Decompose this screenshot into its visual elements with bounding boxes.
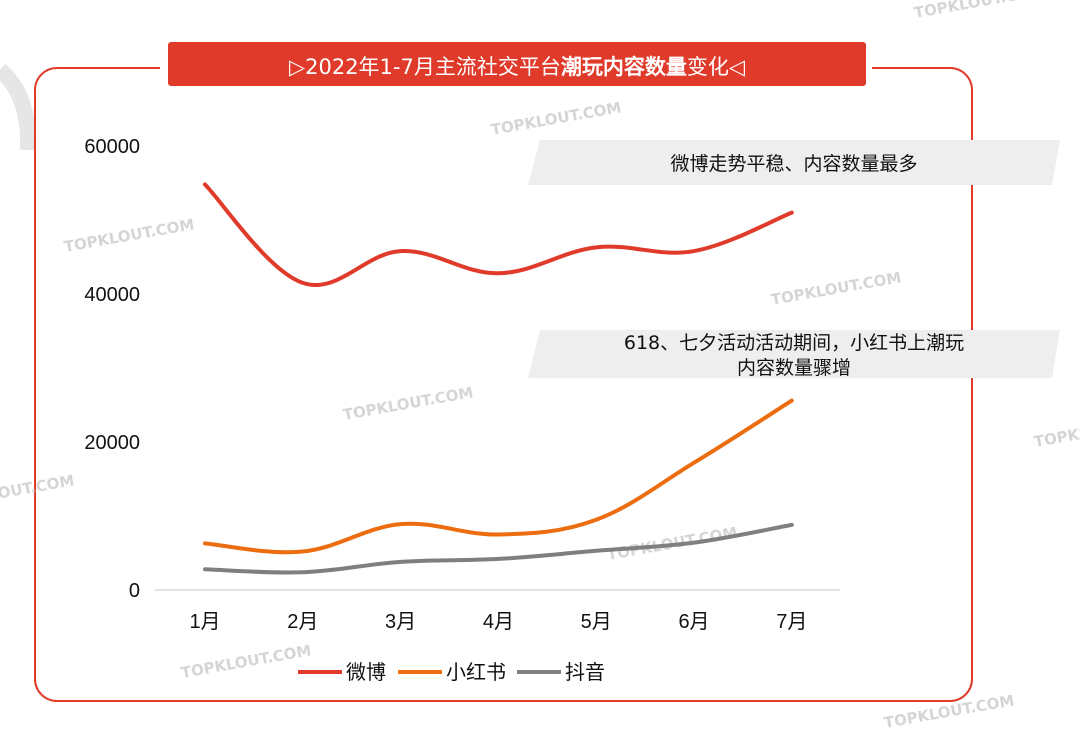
x-axis-labels: 1月 2月 3月 4月 5月 6月 7月 (189, 611, 807, 633)
watermark: TOPKLOUT.COM (770, 268, 903, 309)
y-tick-label: 0 (129, 580, 140, 602)
x-tick-label: 3月 (385, 611, 416, 633)
series-lines (203, 182, 794, 575)
watermark: TOPKLOUT.COM (342, 383, 475, 424)
y-tick-label: 60000 (84, 136, 140, 158)
watermark: TOPKLOUT.COM (63, 215, 196, 256)
x-tick-label: 2月 (287, 611, 318, 633)
x-tick-label: 7月 (776, 611, 807, 633)
y-tick-label: 40000 (84, 284, 140, 306)
title-bold: 潮玩内容数量 (561, 55, 687, 79)
x-tick-label: 5月 (581, 611, 612, 633)
y-axis-labels: 0 20000 40000 60000 (84, 136, 140, 602)
watermark: TOPKLOUT.COM (913, 0, 1046, 22)
legend-label: 抖音 (565, 660, 605, 684)
title-suffix: 变化◁ (687, 55, 746, 79)
series-line-2 (203, 398, 794, 555)
y-tick-label: 20000 (84, 432, 140, 454)
annotation-weibo: 微博走势平稳、内容数量最多 (528, 140, 1060, 185)
annotation-box (528, 140, 1060, 185)
decorative-arc (0, 63, 37, 151)
x-tick-label: 4月 (483, 611, 514, 633)
watermark: TOPKLOUT.COM (0, 471, 76, 512)
annotation-box (528, 330, 1060, 378)
chart-title: ▷2022年1-7月主流社交平台潮玩内容数量变化◁ (289, 55, 746, 79)
title-banner-background (168, 42, 866, 86)
watermark: TOPKLOUT.COM (180, 641, 313, 682)
legend-label: 小红书 (446, 660, 506, 684)
watermark: TOPKLOUT.COM (1033, 410, 1080, 451)
x-tick-label: 6月 (678, 611, 709, 633)
watermark: TOPKLOUT.COM (883, 691, 1016, 732)
x-tick-label: 1月 (189, 611, 220, 633)
title-banner: ▷2022年1-7月主流社交平台潮玩内容数量变化◁ (160, 42, 872, 86)
title-prefix: ▷2022年1-7月主流社交平台 (289, 55, 561, 79)
watermark: TOPKLOUT.COM (490, 98, 623, 139)
legend-label: 微博 (346, 660, 386, 684)
annotation-xiaohongshu: 618、七夕活动活动期间，小红书上潮玩 内容数量骤增 (528, 330, 1060, 379)
annotation-text: 内容数量骤增 (737, 357, 851, 379)
annotation-text: 微博走势平稳、内容数量最多 (670, 153, 917, 175)
legend: 微博 小红书 抖音 (298, 660, 605, 684)
series-line-1 (203, 182, 794, 287)
annotation-text: 618、七夕活动活动期间，小红书上潮玩 (624, 332, 964, 354)
series-line-3 (203, 522, 794, 575)
